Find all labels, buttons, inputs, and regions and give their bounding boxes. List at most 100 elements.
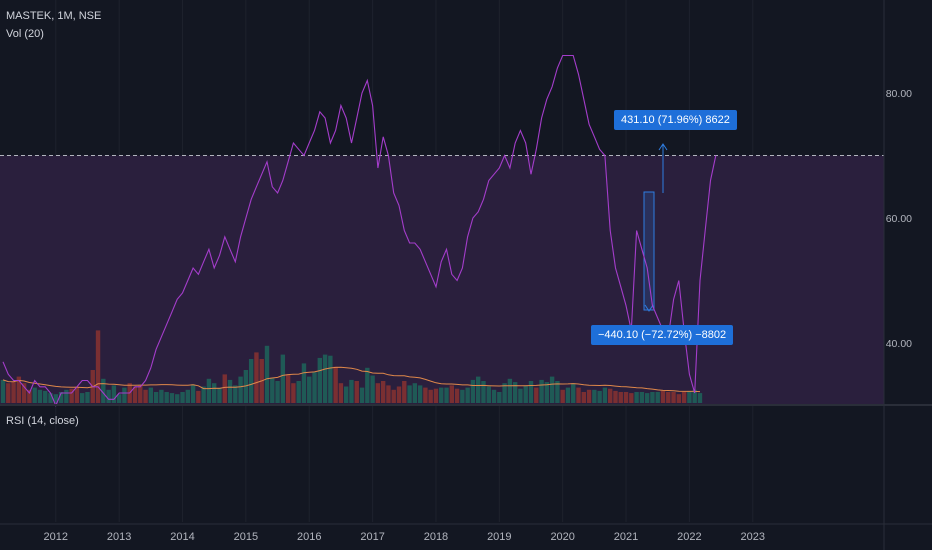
volume-bar: [333, 366, 338, 403]
volume-ma-line: [2, 366, 701, 393]
volume-bar: [407, 385, 412, 403]
volume-bar: [48, 393, 53, 403]
volume-bar: [0, 379, 6, 403]
time-tick: 2021: [614, 531, 638, 543]
time-tick: 2012: [44, 531, 68, 543]
volume-bar: [454, 388, 460, 403]
time-tick: 2015: [234, 531, 258, 543]
volume-bar: [534, 387, 539, 403]
volume-bar: [391, 389, 396, 403]
time-tick: 2018: [424, 531, 448, 543]
volume-bar: [243, 370, 249, 403]
volume-bar: [439, 387, 444, 403]
volume-bar: [338, 383, 344, 403]
volume-bar: [402, 381, 407, 403]
volume-bar: [301, 363, 307, 403]
volume-bar: [581, 392, 586, 403]
volume-bar: [544, 382, 550, 403]
volume-bar: [95, 330, 101, 403]
volume-bar: [608, 388, 613, 403]
volume-bar: [270, 377, 275, 403]
volume-bar: [460, 389, 465, 403]
volume-bar: [212, 383, 217, 403]
rsi-legend[interactable]: RSI (14, close): [6, 415, 79, 427]
up-measure-label[interactable]: 431.10 (71.96%) 8622: [614, 110, 737, 130]
time-tick: 2013: [107, 531, 131, 543]
volume-bar: [555, 381, 560, 403]
volume-bar: [549, 376, 555, 403]
volume-bar: [629, 393, 634, 403]
rsi-tick: 40.00: [886, 338, 912, 350]
volume-bar: [217, 387, 222, 403]
volume-bar: [560, 389, 565, 403]
volume-bar: [16, 376, 22, 403]
volume-bar: [27, 389, 32, 403]
volume-bar: [201, 386, 206, 403]
volume-bar: [586, 389, 592, 403]
volume-bar: [111, 385, 117, 403]
volume-bar: [264, 345, 270, 403]
volume-bar: [58, 392, 64, 403]
volume-bar: [671, 392, 676, 403]
volume-bar: [248, 359, 254, 403]
volume-bar: [196, 390, 201, 403]
down-measure-label[interactable]: −440.10 (−72.72%) −8802: [591, 325, 734, 345]
volume-bar: [507, 378, 513, 403]
volume-bar: [370, 375, 375, 403]
volume-bar: [80, 393, 85, 403]
down-measure-box: [643, 191, 655, 311]
volume-bar: [74, 386, 80, 403]
volume-bar: [11, 382, 16, 403]
volume-bar: [386, 385, 391, 403]
volume-bar: [322, 354, 328, 403]
volume-bar: [37, 389, 43, 403]
volume-legend[interactable]: Vol (20): [6, 28, 44, 40]
volume-bar: [618, 392, 623, 403]
volume-bar: [449, 385, 454, 403]
volume-bar: [280, 354, 286, 403]
volume-bar: [476, 376, 481, 403]
volume-bar: [275, 381, 280, 403]
volume-bar: [254, 352, 259, 403]
volume-bar: [148, 387, 154, 403]
volume-bar: [312, 372, 317, 403]
volume-bar: [354, 381, 359, 403]
volume-bar: [365, 367, 370, 403]
volume-bar: [32, 387, 37, 403]
volume-bar: [486, 386, 491, 403]
volume-bar: [655, 392, 660, 403]
volume-bar: [153, 392, 159, 403]
volume-bar: [481, 381, 486, 403]
volume-bar: [417, 385, 423, 403]
volume-bar: [597, 390, 602, 403]
volume-bar: [222, 374, 227, 403]
volume-bar: [291, 383, 296, 403]
volume-bar: [576, 387, 581, 403]
volume-bar: [359, 387, 365, 403]
volume-bar: [512, 382, 518, 403]
volume-bar: [344, 386, 349, 403]
volume-bar: [69, 388, 74, 403]
volume-bar: [634, 392, 639, 403]
volume-bar: [307, 376, 312, 403]
volume-bar: [21, 383, 27, 403]
volume-bar: [666, 392, 671, 403]
volume-bar: [539, 379, 544, 403]
symbol-legend[interactable]: MASTEK, 1M, NSE: [6, 10, 102, 22]
volume-bar: [692, 389, 697, 403]
volume-bar: [64, 389, 69, 403]
volume-bar: [190, 384, 196, 403]
rsi-band: [0, 155, 884, 406]
volume-bar: [423, 387, 428, 403]
volume-bar: [175, 394, 180, 403]
time-tick: 2014: [170, 531, 194, 543]
volume-bar: [428, 389, 433, 403]
time-tick: 2016: [297, 531, 321, 543]
volume-bar: [502, 383, 507, 403]
volume-bar: [375, 383, 381, 403]
time-tick: 2019: [487, 531, 511, 543]
volume-bar: [676, 394, 682, 403]
volume-bar: [650, 392, 655, 403]
volume-bar: [233, 385, 238, 403]
